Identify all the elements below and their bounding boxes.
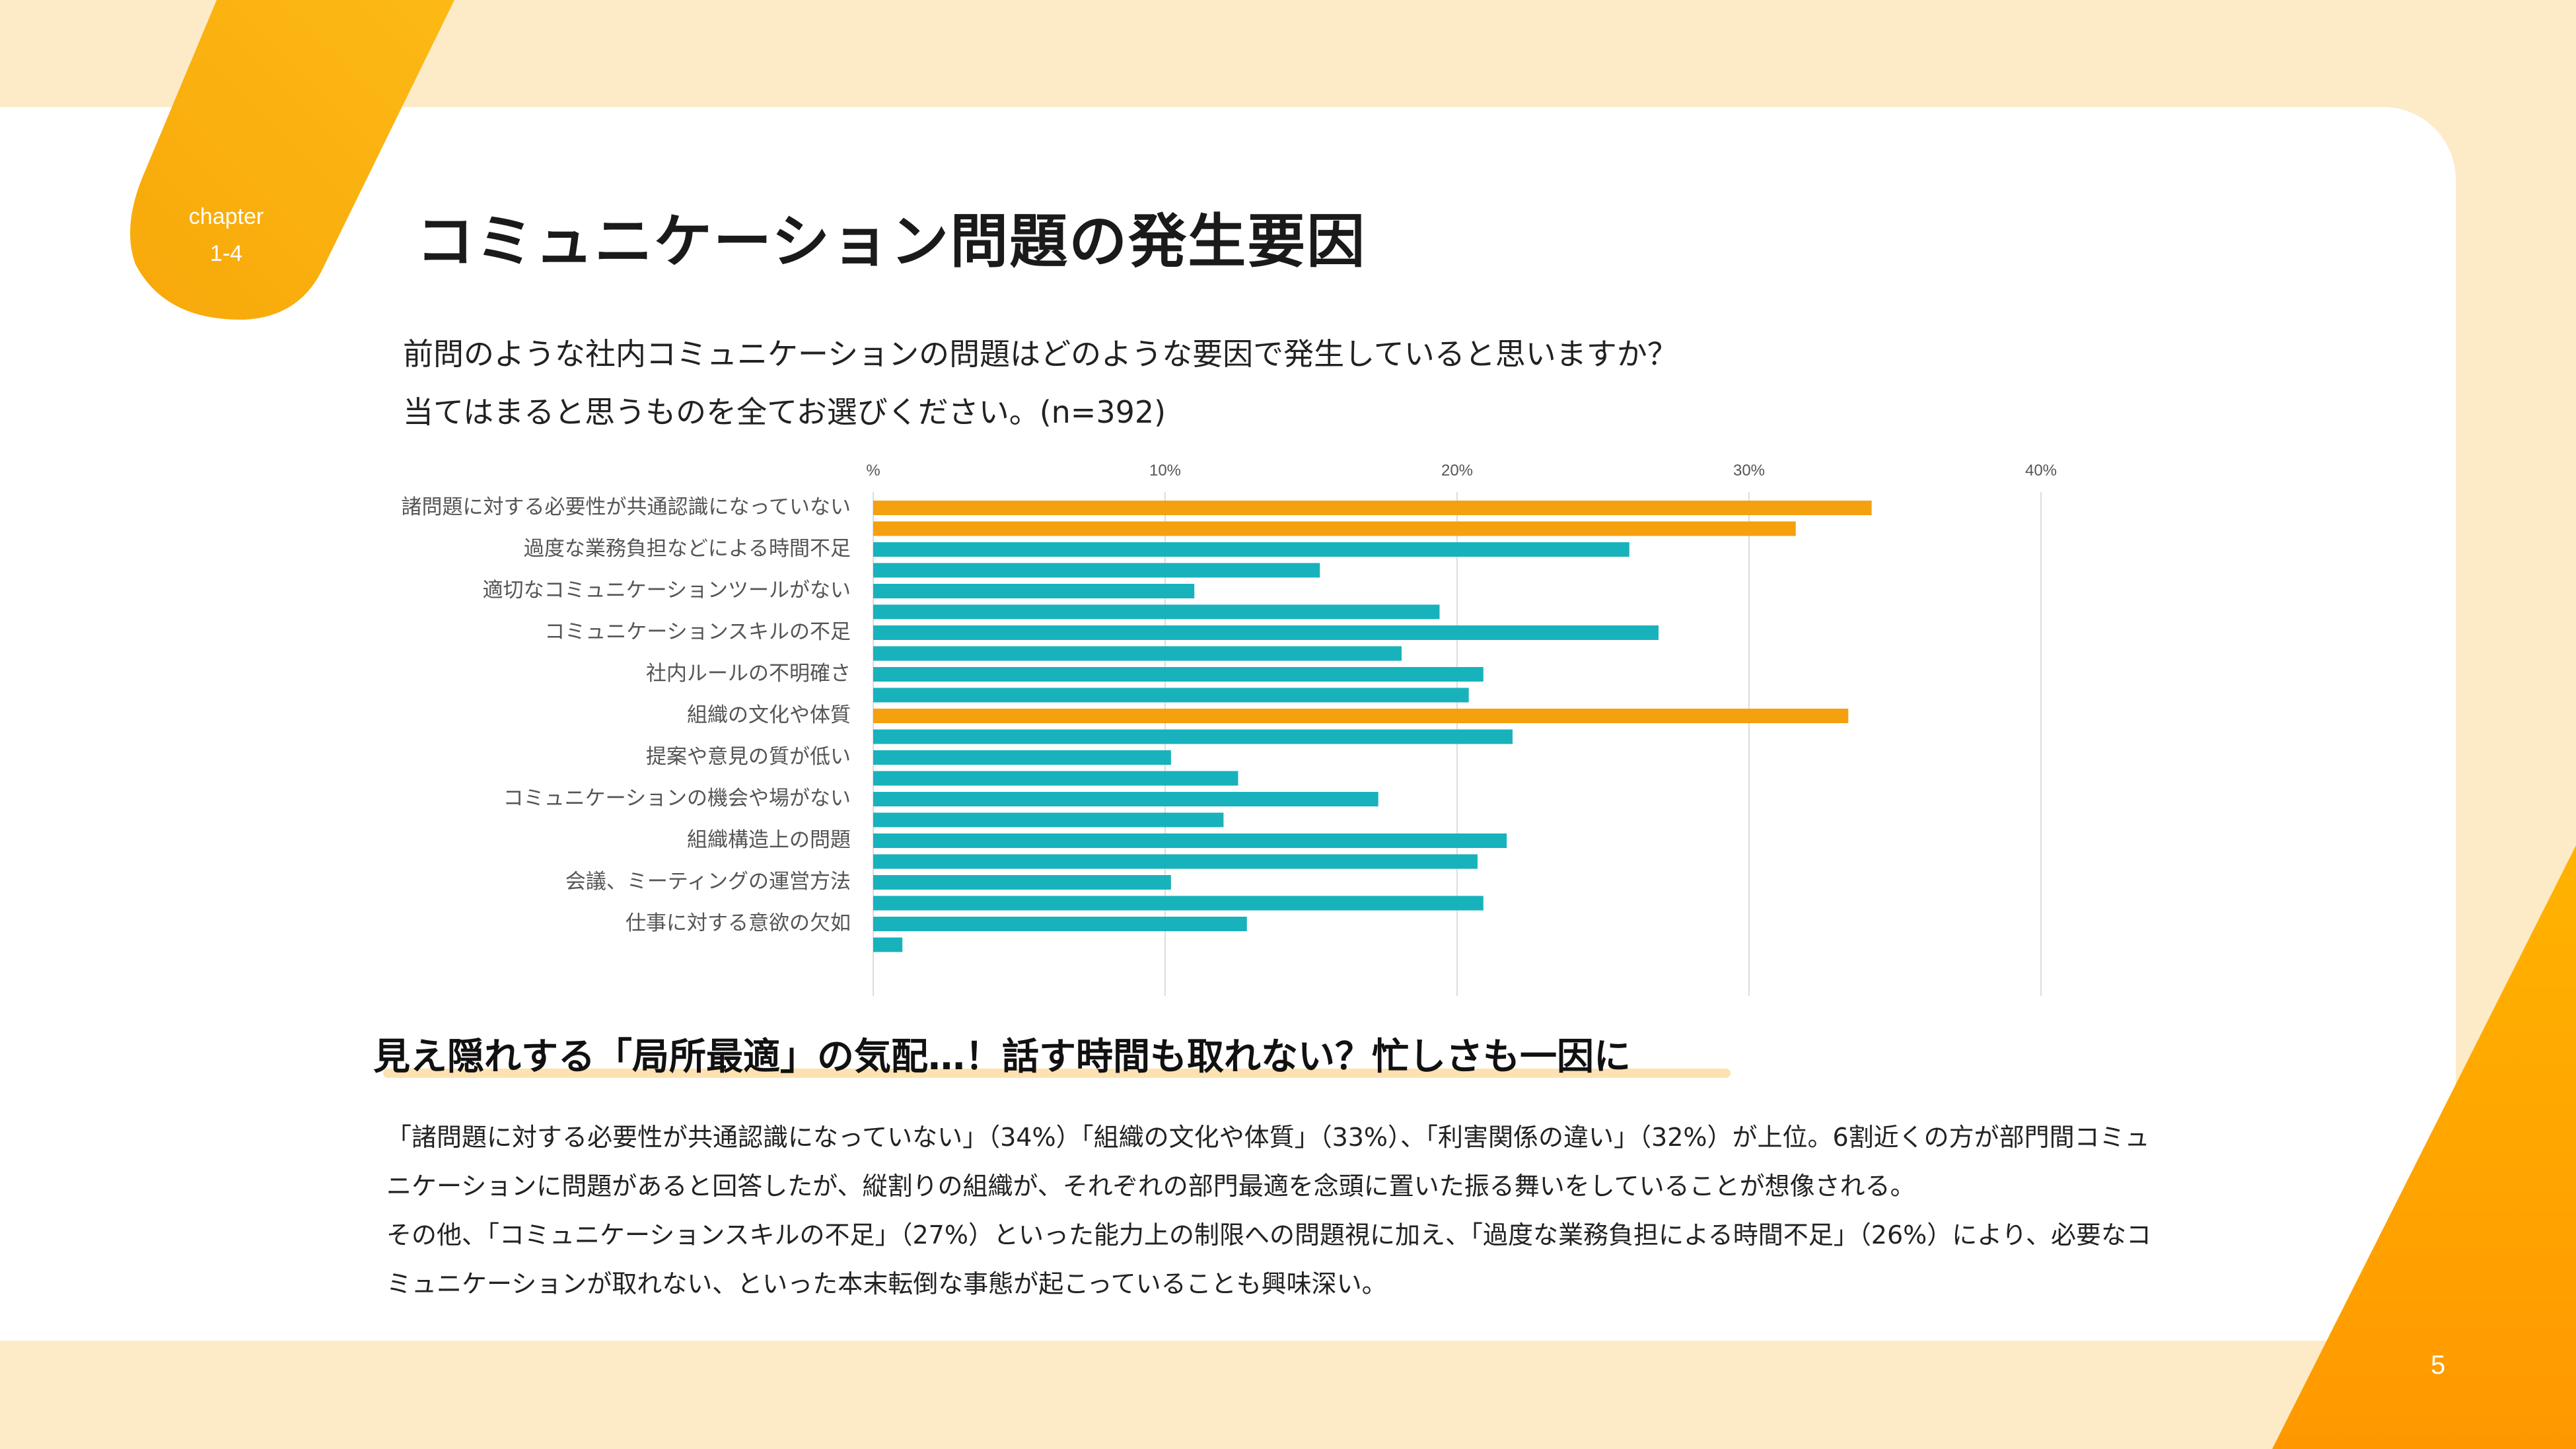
- x-tick-label: 40%: [2025, 462, 2057, 479]
- bar: [873, 646, 1402, 661]
- x-tick-label: 30%: [1733, 462, 1765, 479]
- bar: [873, 604, 1440, 619]
- bar: [873, 729, 1513, 744]
- chapter-number: 1-4: [209, 241, 243, 266]
- bar: [873, 896, 1484, 911]
- bar: [873, 625, 1659, 640]
- bar: [873, 709, 1849, 723]
- bar: [873, 854, 1478, 869]
- category-label: 諸問題に対する必要性が共通認識になっていない: [402, 495, 851, 519]
- page-number: 5: [2431, 1351, 2446, 1380]
- category-label: コミュニケーションの機会や場がない: [503, 787, 851, 810]
- findings-body: 「諸問題に対する必要性が共通認識になっていない」（34%）「組織の文化や体質」（…: [386, 1113, 2170, 1308]
- bar: [873, 584, 1195, 598]
- x-tick-label: %: [866, 462, 880, 479]
- findings-paragraph-1: 「諸問題に対する必要性が共通認識になっていない」（34%）「組織の文化や体質」（…: [386, 1123, 2150, 1201]
- chart-axis-ticks: % 10% 20% 30% 40%: [866, 462, 2057, 479]
- category-label: 組織の文化や体質: [687, 703, 851, 727]
- bar: [873, 812, 1224, 828]
- bar: [873, 917, 1247, 931]
- bar: [873, 542, 1629, 557]
- category-label: 会議、ミーティングの運営方法: [565, 870, 851, 894]
- bar: [873, 521, 1796, 536]
- bar: [873, 792, 1378, 806]
- page-title: コミュニケーション問題の発生要因: [416, 207, 1367, 275]
- category-label: 過度な業務負担などによる時間不足: [524, 537, 851, 561]
- chapter-label: chapter: [188, 204, 264, 229]
- category-label: 仕事に対する意欲の欠如: [626, 911, 851, 935]
- category-label: 社内ルールの不明確さ: [646, 662, 851, 686]
- x-tick-label: 20%: [1441, 462, 1473, 479]
- bar: [873, 688, 1469, 703]
- findings-paragraph-2: その他、「コミュニケーションスキルの不足」（27%）といった能力上の制限への問題…: [386, 1220, 2151, 1298]
- findings-headline: 見え隠れする「局所最適」の気配…！話す時間も取れない？忙しさも一因に: [373, 1036, 1631, 1078]
- category-label: 提案や意見の質が低い: [646, 745, 851, 769]
- bar: [873, 937, 903, 952]
- category-label: 適切なコミュニケーションツールがない: [483, 579, 851, 602]
- bar: [873, 501, 1872, 515]
- chapter-badge: chapter 1-4: [129, 198, 324, 272]
- question-line-1: 前問のような社内コミュニケーションの問題はどのような要因で発生していると思います…: [403, 336, 1678, 372]
- chart-category-labels: 諸問題に対する必要性が共通認識になっていない過度な業務負担などによる時間不足適切…: [402, 495, 851, 935]
- bar: [873, 875, 1171, 890]
- bar: [873, 563, 1320, 578]
- survey-question: 前問のような社内コミュニケーションの問題はどのような要因で発生していると思います…: [403, 325, 1678, 441]
- bar: [873, 667, 1484, 682]
- category-label: コミュニケーションスキルの不足: [544, 620, 851, 644]
- headline-underline: [383, 1069, 1731, 1078]
- bar: [873, 750, 1171, 765]
- bar: [873, 833, 1507, 848]
- x-tick-label: 10%: [1149, 462, 1181, 479]
- bar: [873, 771, 1238, 786]
- question-line-2: 当てはまると思うものを全てお選びください。(n=392): [403, 394, 1166, 430]
- category-label: 組織構造上の問題: [687, 828, 851, 852]
- chart-bars: [873, 501, 1872, 952]
